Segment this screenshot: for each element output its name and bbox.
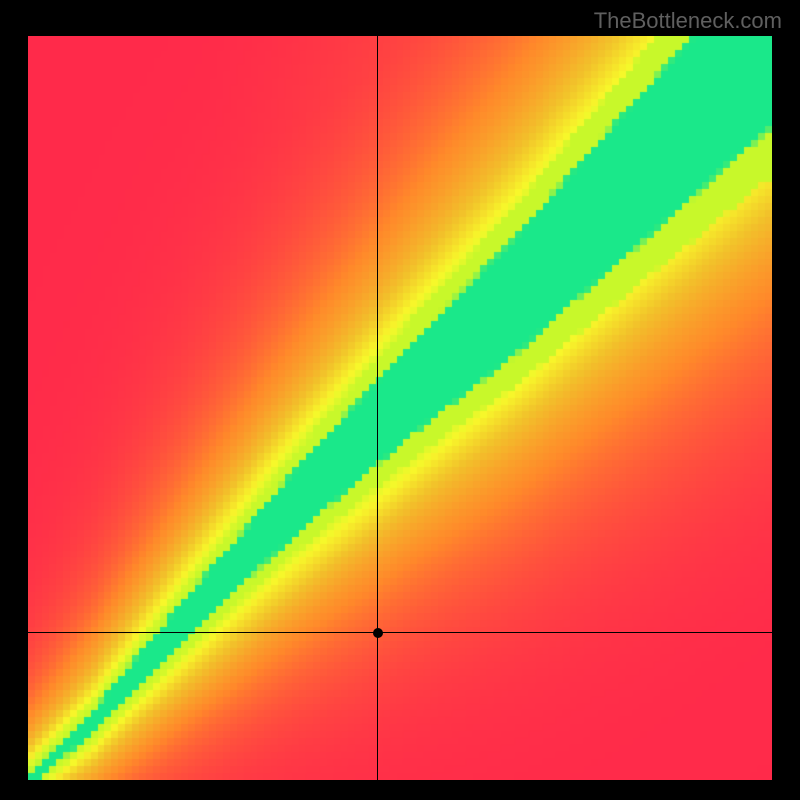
crosshair-marker <box>373 628 383 638</box>
crosshair-horizontal <box>28 632 772 633</box>
crosshair-vertical <box>377 36 378 780</box>
heatmap-plot <box>28 36 772 780</box>
watermark-text: TheBottleneck.com <box>594 8 782 34</box>
heatmap-canvas <box>28 36 772 780</box>
